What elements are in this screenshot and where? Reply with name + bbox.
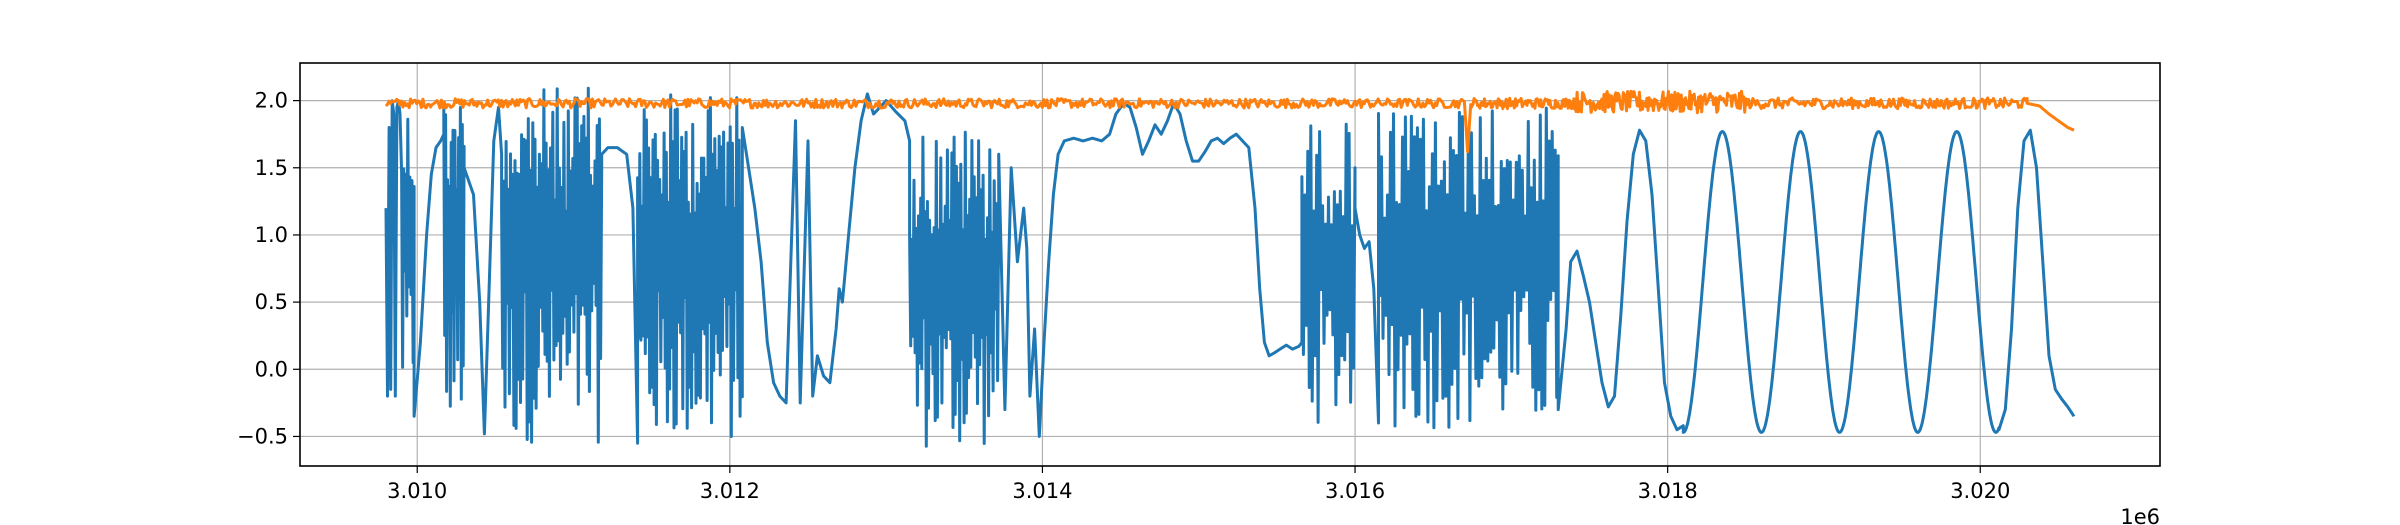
x-tick-label: 3.010 <box>387 479 447 503</box>
x-tick-label: 3.012 <box>700 479 760 503</box>
y-tick-label: 1.5 <box>255 156 288 180</box>
x-tick-label: 3.020 <box>1950 479 2010 503</box>
series-line-1 <box>384 86 2076 448</box>
x-tick-label: 3.018 <box>1638 479 1698 503</box>
series-line-2 <box>384 89 2075 154</box>
y-tick-label: 1.0 <box>255 223 288 247</box>
tick-layer: 3.010 3.012 3.014 3.016 3.018 3.020 −0.5 0.0 0.5… <box>237 89 2010 503</box>
x-offset-label: 1e6 <box>2120 505 2160 525</box>
x-tick-label: 3.016 <box>1325 479 1385 503</box>
y-tick-label: 0.5 <box>255 290 288 314</box>
series-layer <box>384 86 2076 448</box>
x-tick-label: 3.014 <box>1012 479 1072 503</box>
y-tick-label: 0.0 <box>255 357 288 381</box>
y-tick-label: −0.5 <box>237 424 288 448</box>
axes-frame <box>299 62 2161 467</box>
y-tick-label: 2.0 <box>255 89 288 113</box>
